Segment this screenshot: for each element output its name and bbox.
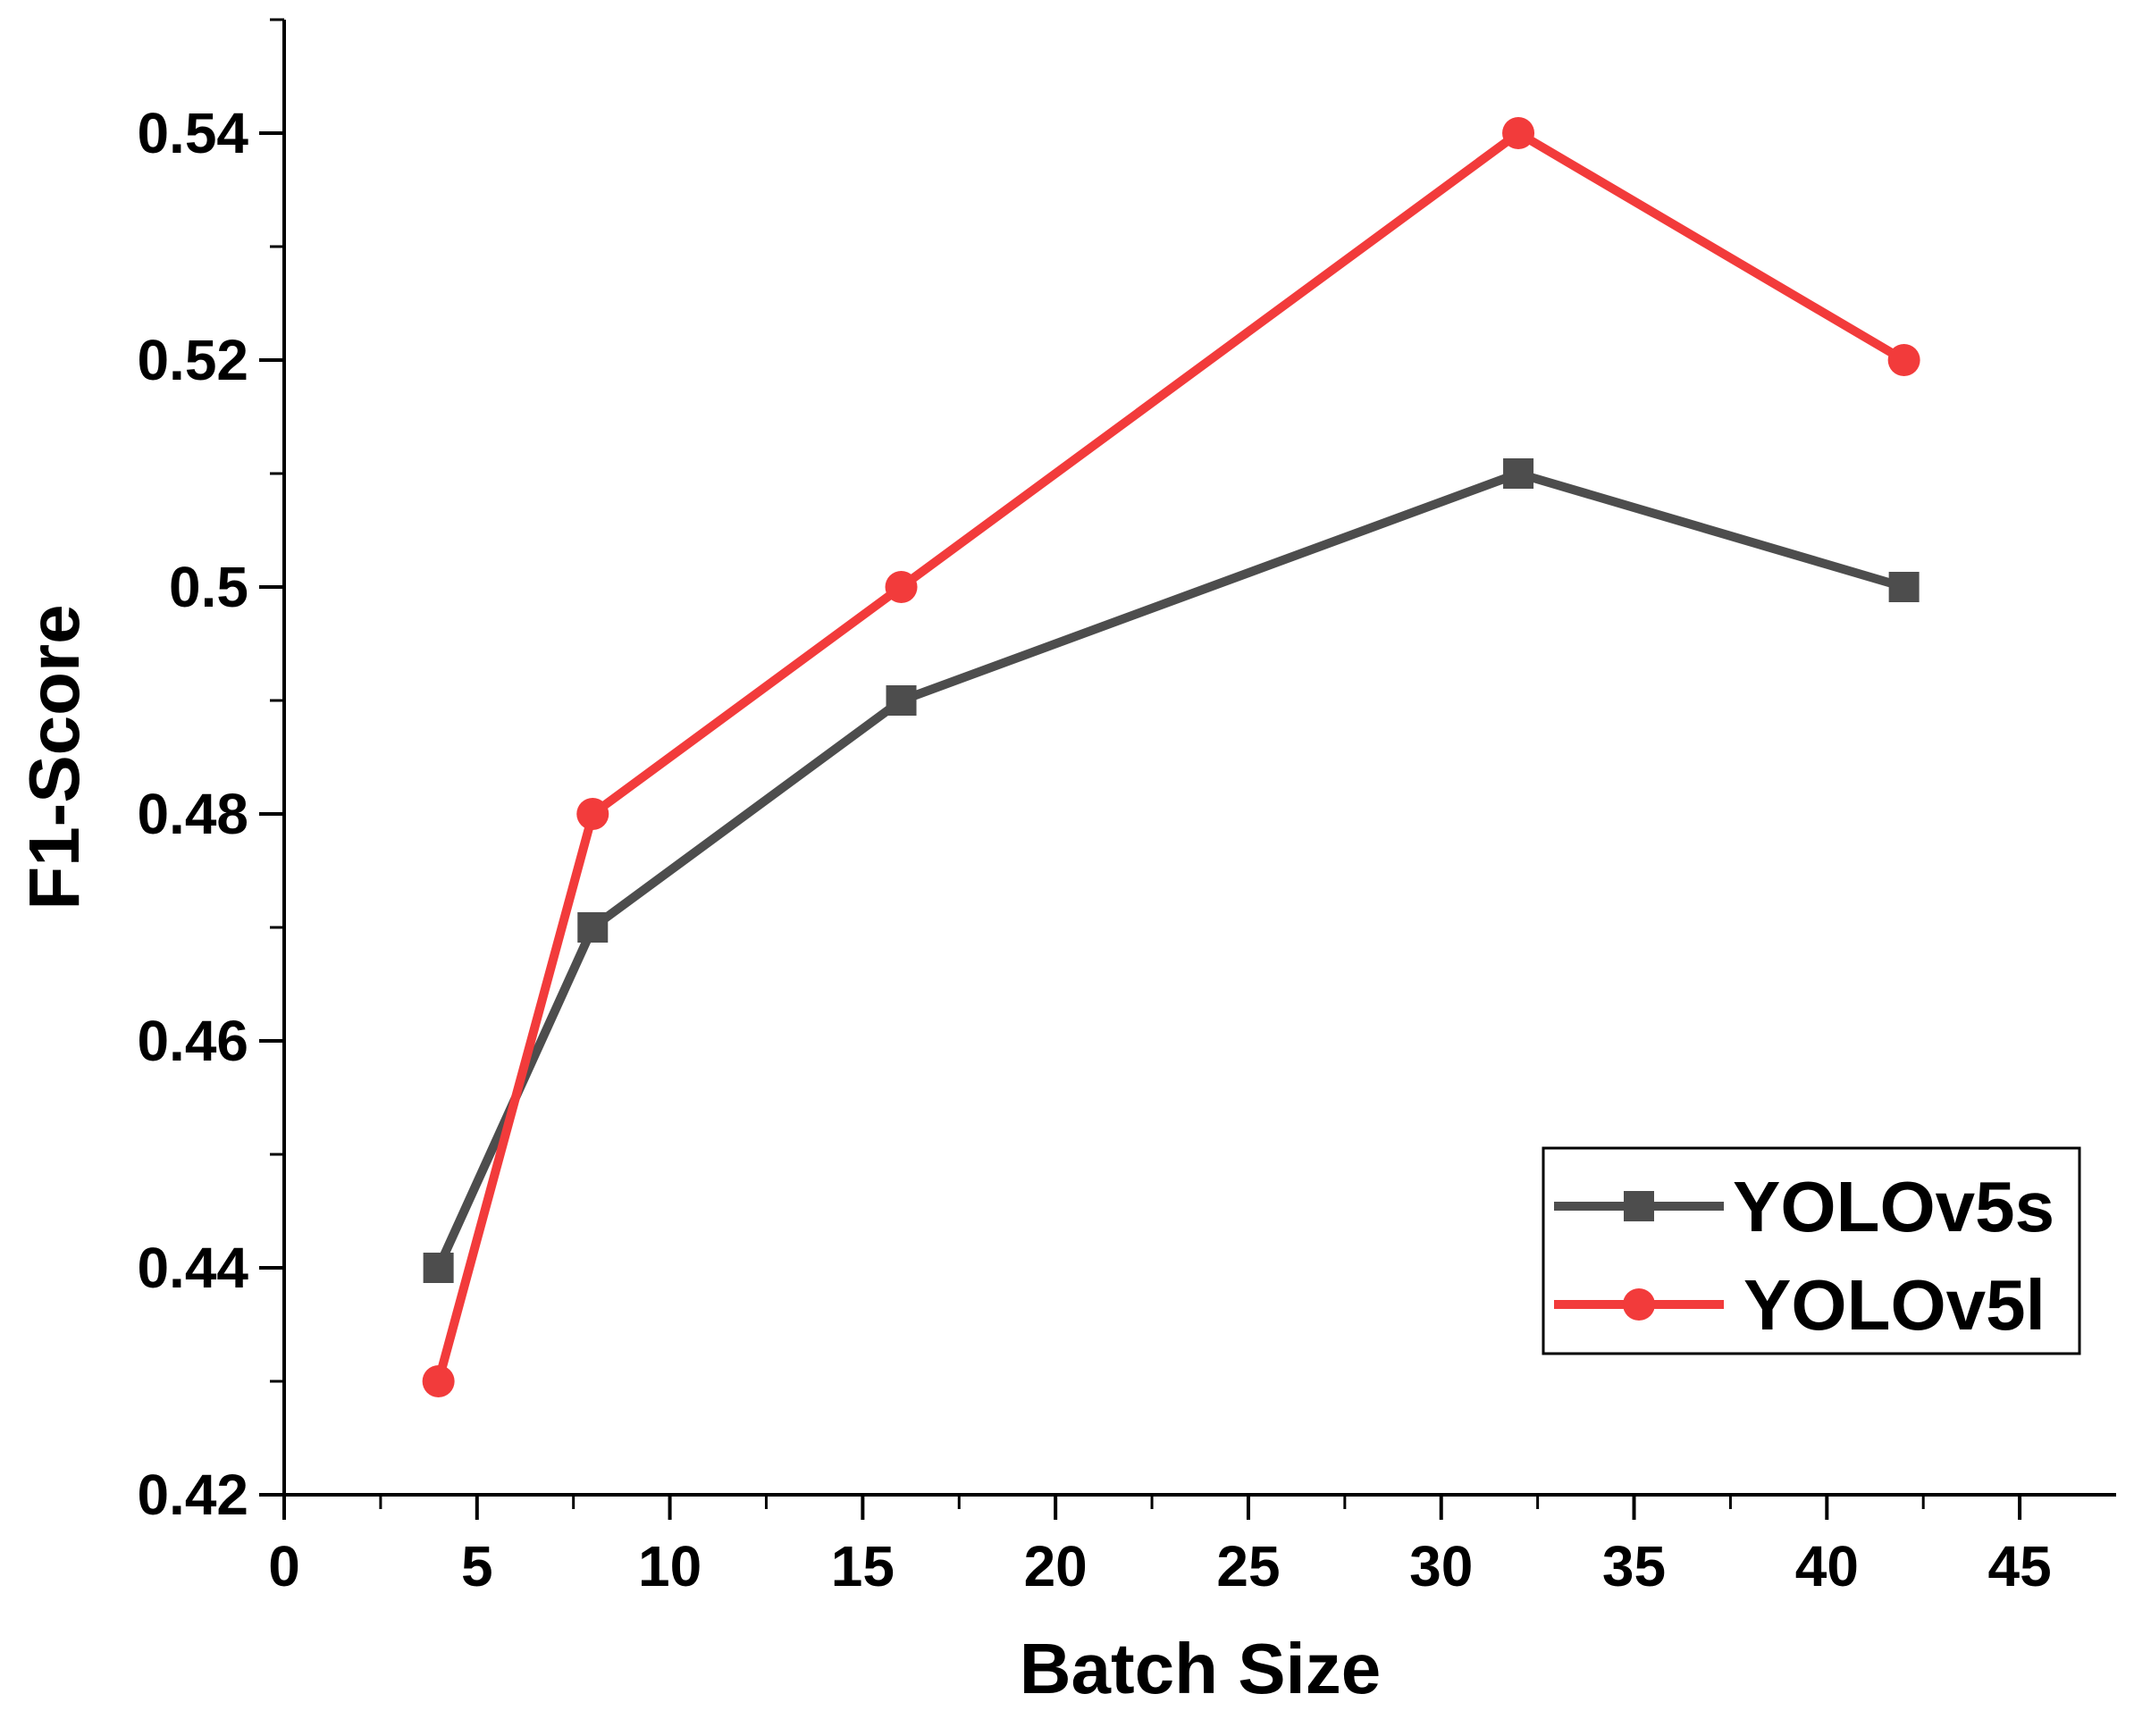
series-layer bbox=[422, 117, 1920, 1397]
x-tick-label-20: 20 bbox=[1024, 1534, 1088, 1598]
data-point bbox=[422, 1365, 455, 1397]
y-axis-title: F1-Score bbox=[14, 604, 94, 910]
data-point bbox=[423, 1253, 454, 1283]
axes bbox=[282, 20, 2116, 1497]
data-point bbox=[577, 912, 609, 943]
y-tick-label-0.52: 0.52 bbox=[137, 328, 248, 392]
x-tick-label-35: 35 bbox=[1602, 1534, 1666, 1598]
legend-box bbox=[1542, 1146, 2081, 1355]
legend-label-yolov5s: YOLOv5s bbox=[1733, 1167, 2054, 1246]
legend-marker-yolov5l bbox=[1623, 1288, 1655, 1321]
x-tick-label-5: 5 bbox=[461, 1534, 493, 1598]
legend: YOLOv5s YOLOv5l bbox=[1542, 1146, 2081, 1355]
x-axis-ticks: 0 5 10 15 20 25 30 35 40 45 bbox=[268, 1495, 2052, 1598]
y-tick-label-0.5: 0.5 bbox=[169, 555, 248, 619]
y-tick-label-0.44: 0.44 bbox=[137, 1236, 248, 1300]
y-tick-label-0.54: 0.54 bbox=[137, 101, 248, 165]
x-tick-label-25: 25 bbox=[1216, 1534, 1280, 1598]
y-axis-ticks: 0.42 0.44 0.46 0.48 0.5 0.52 0.54 bbox=[137, 18, 284, 1527]
y-tick-label-0.48: 0.48 bbox=[137, 782, 248, 846]
x-tick-label-15: 15 bbox=[831, 1534, 895, 1598]
series-YOLOv5s bbox=[423, 458, 1920, 1283]
y-tick-label-0.46: 0.46 bbox=[137, 1009, 248, 1073]
x-tick-label-10: 10 bbox=[638, 1534, 702, 1598]
legend-marker-yolov5s bbox=[1624, 1191, 1654, 1221]
x-tick-label-40: 40 bbox=[1795, 1534, 1859, 1598]
data-point bbox=[885, 571, 918, 603]
series-YOLOv5l bbox=[422, 117, 1920, 1397]
legend-label-yolov5l: YOLOv5l bbox=[1743, 1265, 2046, 1345]
x-tick-label-30: 30 bbox=[1409, 1534, 1473, 1598]
x-axis-title: Batch Size bbox=[1020, 1629, 1382, 1708]
data-point bbox=[1887, 344, 1920, 376]
x-tick-label-45: 45 bbox=[1988, 1534, 2052, 1598]
data-point bbox=[576, 798, 609, 830]
data-point bbox=[1503, 458, 1534, 489]
data-point bbox=[1502, 117, 1535, 149]
data-point bbox=[1888, 572, 1920, 602]
y-tick-label-0.42: 0.42 bbox=[137, 1463, 248, 1527]
x-tick-label-0: 0 bbox=[268, 1534, 300, 1598]
data-point bbox=[886, 685, 917, 716]
